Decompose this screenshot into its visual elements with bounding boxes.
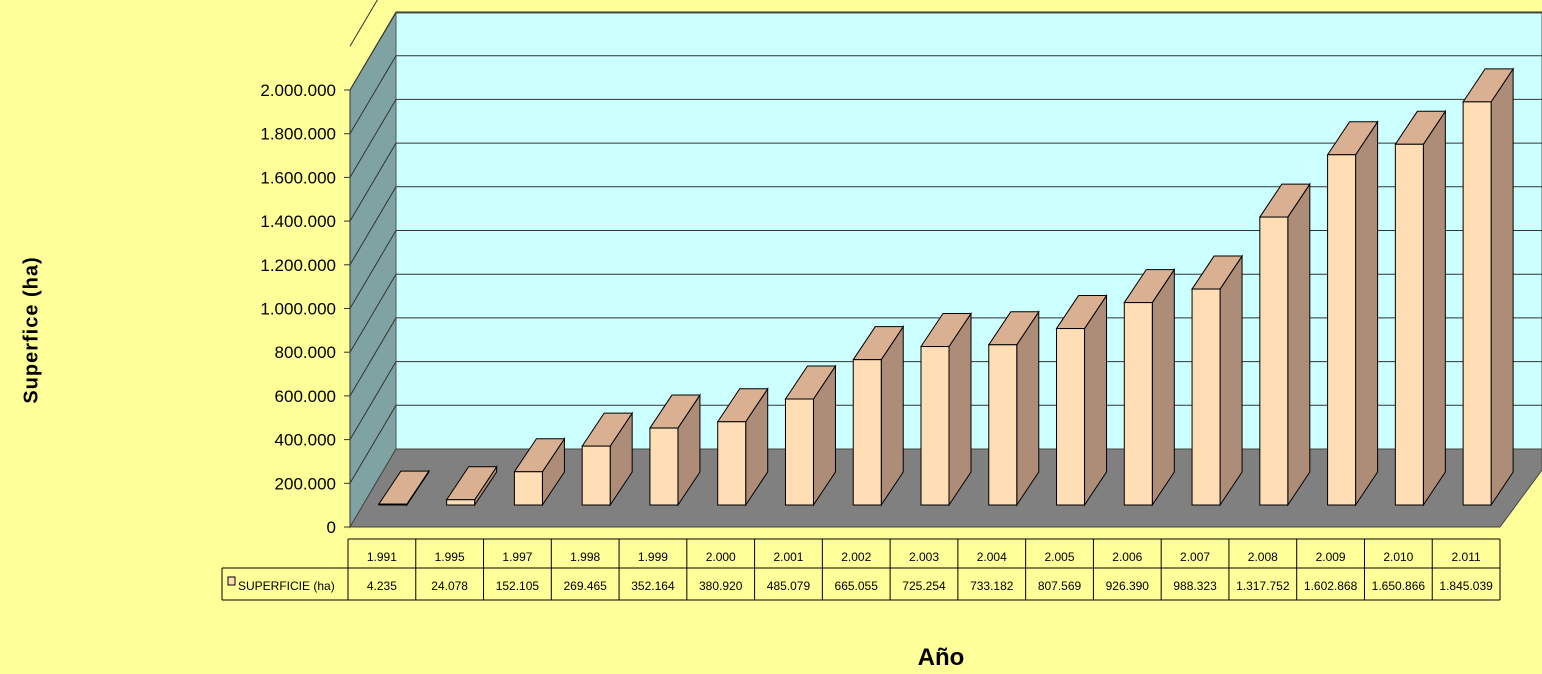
data-label: 380.920 [699, 579, 743, 593]
y-tick-label: 1.600.000 [260, 168, 336, 187]
bar-2.005 [1055, 293, 1108, 507]
data-label: 807.569 [1038, 579, 1082, 593]
gridline [349, 142, 1542, 222]
data-label: 1.602.868 [1304, 579, 1358, 593]
bar-front [513, 471, 543, 506]
bar-2.004 [987, 310, 1040, 507]
bar-front [581, 445, 611, 506]
x-tick-label: 2.002 [841, 550, 871, 564]
data-label: 988.323 [1173, 579, 1217, 593]
bar-2.001 [784, 364, 837, 507]
bar-2.007 [1191, 254, 1243, 507]
bar-front [1327, 154, 1357, 506]
x-tick-label: 2.007 [1180, 550, 1210, 564]
bar-front [446, 499, 476, 506]
data-label: 352.164 [631, 579, 675, 593]
bar-side [1084, 293, 1108, 507]
bar-2.009 [1326, 120, 1379, 507]
y-tick-label: 2.000.000 [260, 81, 336, 100]
bar-1.999 [649, 393, 701, 507]
bar-2.011 [1462, 67, 1515, 507]
data-label: 152.105 [496, 579, 540, 593]
bar-side [1422, 109, 1446, 507]
x-tick-label: 1.995 [435, 550, 465, 564]
x-tick-label: 2.006 [1112, 550, 1142, 564]
gridline [349, 55, 1542, 134]
bar-1.998 [581, 411, 634, 507]
bar-2.006 [1123, 267, 1176, 507]
y-tick-label: 1.200.000 [260, 256, 336, 275]
y-tick-label: 0 [327, 518, 336, 537]
bar-side [1151, 267, 1175, 507]
bar-front [784, 398, 814, 506]
y-tick-label: 200.000 [275, 474, 336, 493]
bar-front [1123, 302, 1153, 506]
gridline [349, 0, 378, 47]
legend-label: SUPERFICIE (ha) [238, 579, 335, 593]
y-tick-label: 600.000 [275, 387, 336, 406]
gridline [349, 98, 1542, 178]
bar-front [717, 421, 747, 506]
x-axis-title: Año [917, 644, 965, 671]
legend-swatch [227, 576, 236, 586]
x-tick-label: 2.010 [1383, 550, 1413, 564]
bar-front [920, 346, 950, 506]
x-tick-label: 2.008 [1248, 550, 1278, 564]
data-label: 725.254 [902, 579, 946, 593]
x-tick-label: 2.011 [1452, 550, 1481, 564]
data-label: 24.078 [431, 579, 468, 593]
x-tick-label: 2.009 [1316, 550, 1346, 564]
data-label: 1.845.039 [1439, 579, 1493, 593]
bar-front [852, 359, 882, 506]
y-tick-label: 1.000.000 [260, 300, 336, 319]
bar-side [1355, 120, 1379, 507]
bar-front [1056, 328, 1086, 506]
bar-front [378, 503, 408, 506]
bar-side [1287, 182, 1311, 507]
gridline [349, 230, 1542, 309]
bar-side [1490, 67, 1514, 507]
bar-front [1191, 288, 1221, 506]
data-label: 1.650.866 [1372, 579, 1426, 593]
x-tick-label: 1.999 [638, 550, 668, 564]
bar-2.003 [920, 311, 972, 507]
data-label: 733.182 [970, 579, 1014, 593]
y-tick-label: 1.400.000 [260, 212, 336, 231]
x-tick-label: 2.000 [706, 550, 736, 564]
x-tick-label: 2.005 [1045, 550, 1075, 564]
bar-front [1462, 101, 1492, 506]
y-tick-label: 400.000 [275, 431, 336, 450]
x-tick-label: 2.001 [773, 550, 803, 564]
gridline [349, 11, 1542, 91]
bar-front [1259, 216, 1289, 506]
bar-2.008 [1258, 182, 1311, 507]
x-tick-label: 1.991 [367, 550, 397, 564]
bar-front [1394, 143, 1424, 506]
x-tick-label: 2.003 [909, 550, 939, 564]
bar-front [988, 344, 1018, 506]
bar-1.997 [513, 437, 566, 507]
bar-1.995 [445, 465, 498, 507]
y-tick-label: 1.800.000 [260, 125, 336, 144]
data-label: 665.055 [835, 579, 879, 593]
bar-side [1219, 254, 1243, 507]
x-tick-label: 2.004 [977, 550, 1007, 564]
bar-front [649, 427, 679, 506]
data-label: 1.317.752 [1236, 579, 1290, 593]
bar-side [1016, 310, 1040, 507]
bar-1.991 [377, 469, 430, 507]
data-label: 926.390 [1106, 579, 1150, 593]
data-label: 269.465 [563, 579, 607, 593]
data-label: 4.235 [367, 579, 397, 593]
bar-2.010 [1394, 109, 1447, 507]
bar-2.000 [716, 387, 769, 507]
x-tick-label: 1.998 [570, 550, 600, 564]
x-tick-label: 1.997 [502, 550, 532, 564]
bar-2.002 [852, 325, 905, 507]
data-label: 485.079 [767, 579, 811, 593]
y-tick-label: 800.000 [275, 343, 336, 362]
gridline [349, 186, 1542, 266]
